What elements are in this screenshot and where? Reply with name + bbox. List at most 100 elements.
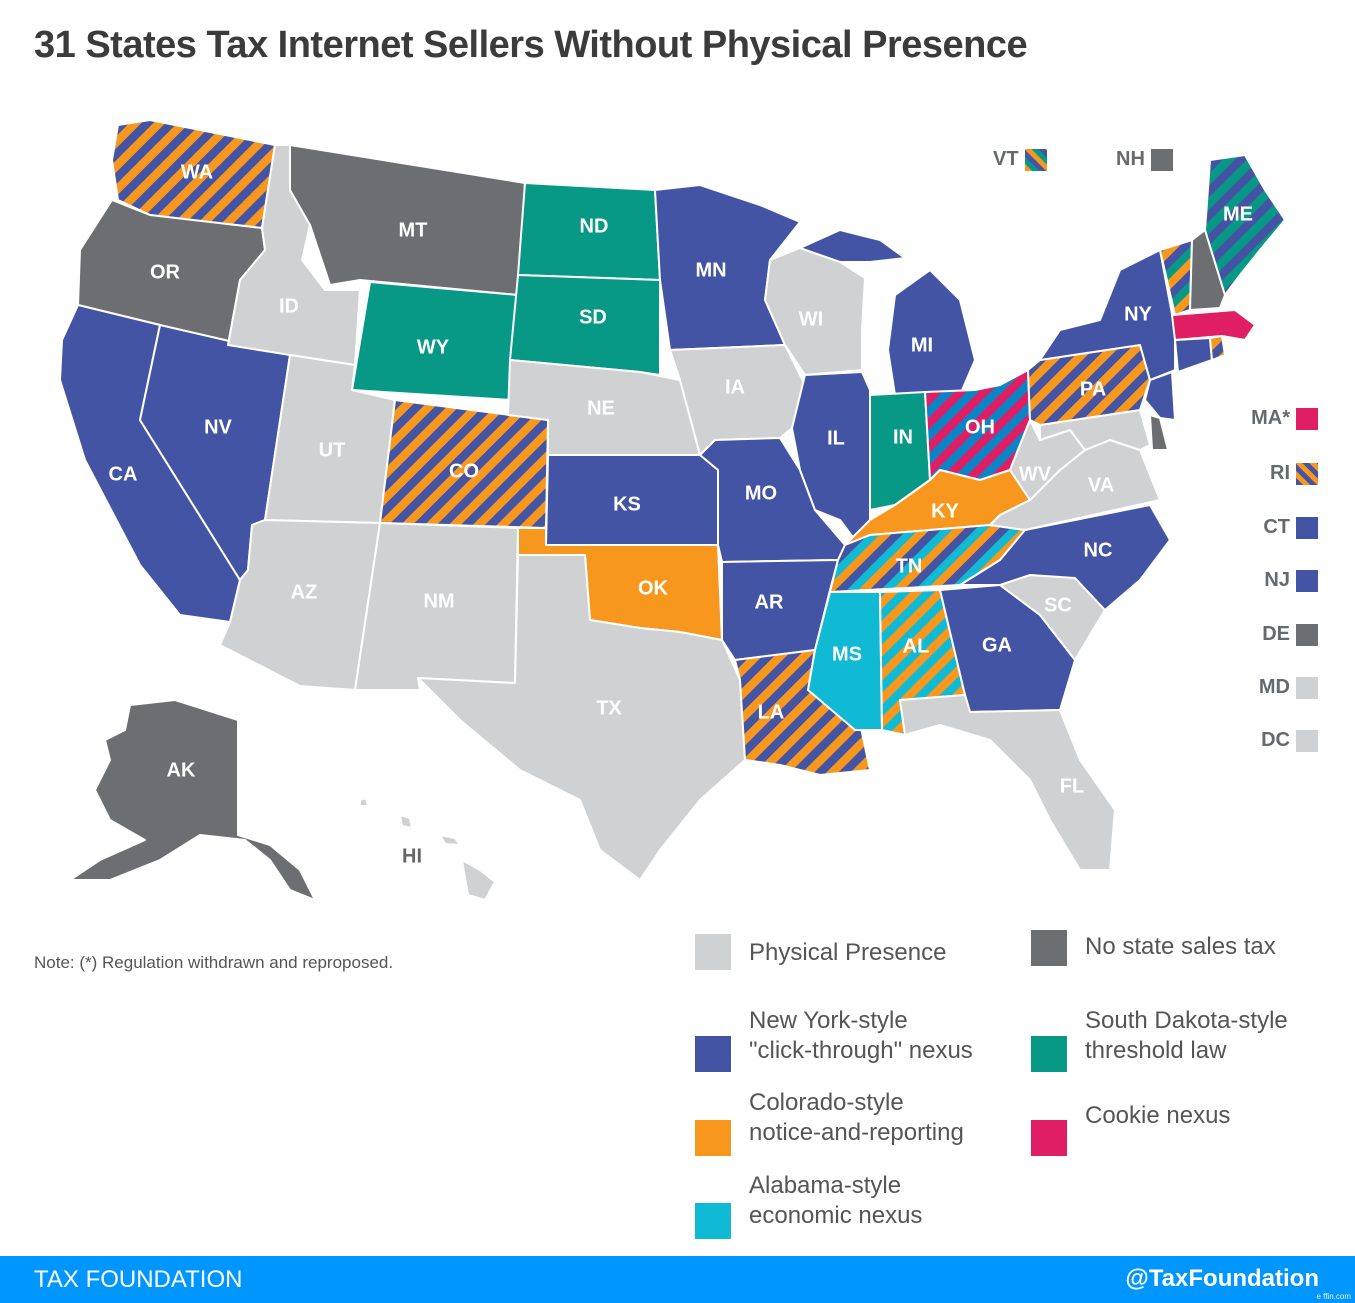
small-state-ma: MA* — [1218, 407, 1318, 430]
state-CT[interactable] — [1174, 337, 1213, 373]
label-LA: LA — [758, 701, 785, 723]
de-swatch-icon — [1296, 623, 1318, 646]
state-NJ[interactable] — [1144, 371, 1176, 421]
label-WY: WY — [417, 336, 450, 358]
legend-label: notice-and-reporting — [749, 1119, 964, 1146]
state-NC[interactable] — [959, 504, 1171, 611]
label-TX: TX — [596, 697, 622, 719]
no-sales-tax-swatch-icon — [1031, 930, 1067, 966]
legend-co-notice-reporting: Colorado-style notice-and-reporting — [695, 1088, 964, 1156]
label-ID: ID — [279, 295, 299, 317]
label-OH: OH — [965, 416, 995, 438]
label-NM: NM — [423, 590, 454, 612]
label-AR: AR — [755, 591, 784, 613]
state-MI-UP[interactable] — [799, 229, 906, 263]
footer-bar: TAX FOUNDATION @TaxFoundation e ffin.com — [0, 1256, 1355, 1303]
state-ME[interactable] — [1204, 154, 1286, 296]
label-FL: FL — [1060, 775, 1084, 797]
label-CO: CO — [449, 460, 479, 482]
label-ND: ND — [580, 215, 609, 237]
label-MT: MT — [399, 219, 428, 241]
state-NH[interactable] — [1189, 229, 1226, 311]
small-state-de: DE — [1218, 623, 1318, 646]
label-WV: WV — [1019, 463, 1052, 485]
state-HI-1[interactable] — [359, 797, 369, 807]
label-UT: UT — [319, 439, 346, 461]
state-NY[interactable] — [1039, 249, 1176, 381]
state-RI[interactable] — [1209, 335, 1226, 361]
label-GA: GA — [982, 634, 1012, 656]
ny-click-through-swatch-icon — [695, 1036, 731, 1072]
state-MI[interactable] — [887, 269, 976, 396]
state-DE[interactable] — [1149, 414, 1169, 451]
legend-label: Physical Presence — [749, 939, 947, 966]
label-OR: OR — [150, 261, 181, 283]
legend-label: economic nexus — [749, 1202, 923, 1229]
co-notice-reporting-swatch-icon — [695, 1120, 731, 1156]
small-state-label: NH — [1116, 148, 1145, 170]
small-state-label: CT — [1263, 516, 1290, 538]
label-ME: ME — [1223, 203, 1253, 225]
legend-label: Alabama-style — [749, 1172, 902, 1199]
small-state-label: MA* — [1251, 407, 1290, 429]
label-MN: MN — [695, 259, 726, 281]
small-state-vt: VT — [993, 148, 1047, 171]
nh-swatch-icon — [1150, 148, 1173, 171]
label-NC: NC — [1084, 539, 1113, 561]
legend-sd-threshold: South Dakota-style threshold law — [1031, 1006, 1288, 1072]
legend-label: threshold law — [1085, 1037, 1227, 1064]
label-SC: SC — [1044, 594, 1072, 616]
md-swatch-icon — [1296, 676, 1318, 699]
small-state-nh: NH — [1116, 148, 1173, 171]
label-PA: PA — [1080, 378, 1106, 400]
state-HI-4[interactable] — [461, 859, 496, 901]
legend-label: "click-through" nexus — [749, 1037, 973, 1064]
legend: Physical Presence No state sales tax New… — [695, 930, 1335, 1240]
sd-threshold-swatch-icon — [1031, 1036, 1067, 1072]
label-KS: KS — [613, 493, 641, 515]
label-HI: HI — [402, 845, 422, 867]
small-state-label: VT — [993, 148, 1019, 170]
label-WA: WA — [181, 161, 213, 183]
cookie-nexus-swatch-icon — [1031, 1120, 1067, 1156]
state-AK[interactable] — [69, 699, 316, 901]
legend-cookie-nexus: Cookie nexus — [1031, 1097, 1230, 1156]
us-map: WA OR CA NV ID MT WY UT CO AZ NM ND SD N… — [59, 119, 1286, 901]
small-state-md: MD — [1218, 676, 1318, 699]
legend-label: Cookie nexus — [1085, 1102, 1231, 1129]
label-AZ: AZ — [291, 581, 318, 603]
label-IA: IA — [725, 376, 745, 398]
state-HI-3[interactable] — [439, 834, 461, 846]
label-NV: NV — [204, 416, 232, 438]
state-labels: WA OR CA NV ID MT WY UT CO AZ NM ND SD N… — [109, 161, 1253, 867]
label-TN: TN — [896, 555, 923, 577]
state-HI-2[interactable] — [399, 814, 413, 829]
state-TX[interactable] — [417, 554, 746, 881]
ct-swatch-icon — [1296, 516, 1318, 539]
state-MA[interactable] — [1171, 309, 1256, 341]
legend-label: Colorado-style — [749, 1089, 904, 1116]
state-FL[interactable] — [899, 694, 1116, 871]
vt-swatch-icon — [1024, 148, 1047, 171]
state-MD[interactable] — [1039, 409, 1151, 451]
state-IL[interactable] — [791, 371, 871, 541]
legend-no-sales-tax: No state sales tax — [1031, 930, 1276, 966]
footer-brand: TAX FOUNDATION — [34, 1266, 243, 1293]
page-title: 31 States Tax Internet Sellers Without P… — [34, 24, 1028, 66]
legend-label: South Dakota-style — [1085, 1007, 1288, 1034]
small-state-ct: CT — [1218, 516, 1318, 539]
small-state-label: DE — [1262, 623, 1290, 645]
footer-twitter-handle[interactable]: @TaxFoundation — [1125, 1265, 1319, 1292]
small-state-label: MD — [1258, 676, 1290, 698]
ma-swatch-icon — [1296, 407, 1318, 430]
legend-label: New York-style — [749, 1007, 908, 1034]
label-VA: VA — [1088, 474, 1114, 496]
label-MI: MI — [911, 334, 933, 356]
legend-label: No state sales tax — [1085, 933, 1276, 960]
label-AK: AK — [167, 759, 196, 781]
label-NY: NY — [1124, 303, 1152, 325]
legend-ny-click-through: New York-style "click-through" nexus — [695, 1006, 973, 1072]
small-state-label: DC — [1261, 729, 1290, 751]
small-state-nj: NJ — [1218, 569, 1318, 592]
label-WI: WI — [799, 308, 823, 330]
